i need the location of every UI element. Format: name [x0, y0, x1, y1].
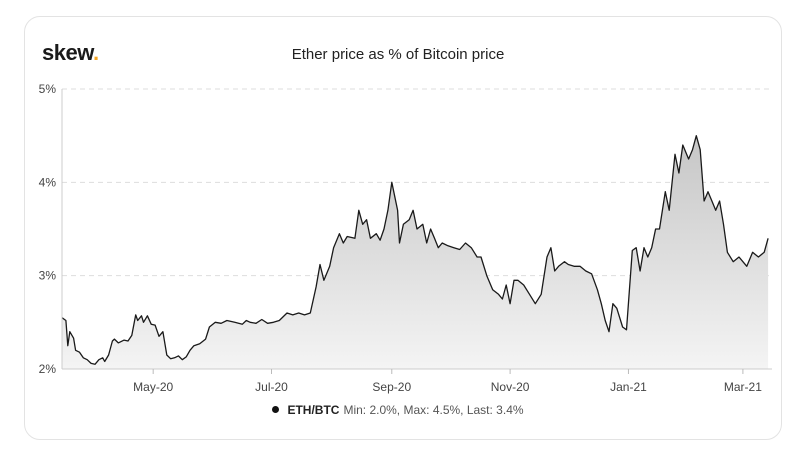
y-tick-label: 5% — [39, 82, 57, 96]
y-tick-label: 3% — [39, 269, 57, 283]
series-line-eth-btc[interactable] — [61, 135, 769, 365]
x-tick-label: Sep-20 — [372, 380, 411, 394]
series-area-eth-btc — [62, 135, 769, 369]
x-tick-label: Mar-21 — [724, 380, 762, 394]
skew-logo: skew. — [42, 40, 99, 66]
chart-title: Ether price as % of Bitcoin price — [291, 46, 505, 63]
brand-name: skew — [42, 40, 94, 65]
x-tick-label: Jul-20 — [255, 380, 288, 394]
x-tick-label: Nov-20 — [491, 380, 530, 394]
y-axis-ticks: 2% 3% 4% 5% — [39, 82, 57, 376]
legend-bullet-icon — [272, 406, 280, 413]
legend-stats: Min: 2.0%, Max: 4.5%, Last: 3.4% — [343, 403, 524, 417]
brand-dot: . — [93, 40, 99, 65]
x-tick-label: May-20 — [133, 380, 173, 394]
legend-series-name: ETH/BTC — [287, 403, 340, 417]
x-axis-ticks: May-20 Jul-20 Sep-20 Nov-20 Jan-21 Mar-21 — [133, 369, 762, 394]
y-tick-label: 4% — [39, 175, 57, 189]
y-tick-label: 2% — [39, 362, 57, 376]
chart-legend[interactable]: ETH/BTC Min: 2.0%, Max: 4.5%, Last: 3.4% — [0, 403, 796, 417]
x-tick-label: Jan-21 — [610, 380, 647, 394]
